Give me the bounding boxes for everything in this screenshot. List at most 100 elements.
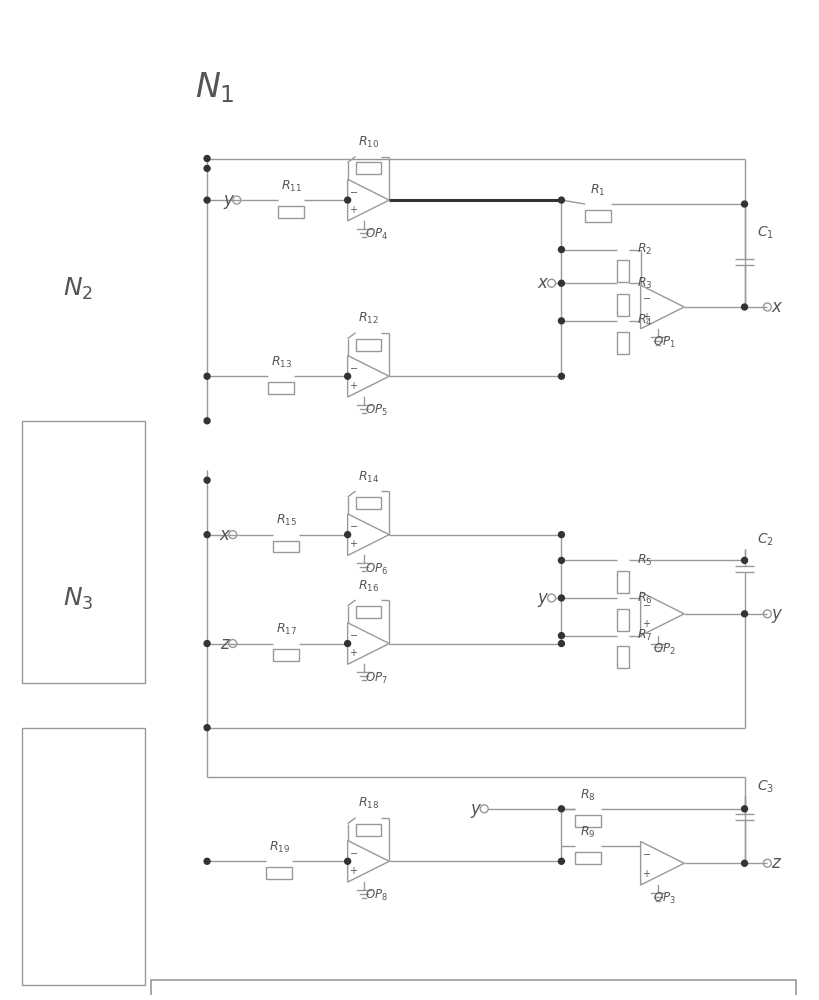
Bar (22, 421, 145, 683)
Text: x: x (219, 526, 229, 544)
Text: $R_{18}$: $R_{18}$ (358, 796, 379, 811)
Polygon shape (347, 179, 389, 221)
Bar (22, 728, 145, 985)
Circle shape (204, 532, 210, 538)
Text: $-$: $-$ (642, 848, 651, 858)
Text: $-$: $-$ (349, 362, 358, 372)
Bar (355, 497, 382, 509)
Circle shape (559, 557, 564, 563)
Text: x: x (771, 298, 781, 316)
Bar (151, 980, 796, 1000)
Circle shape (204, 156, 210, 161)
Circle shape (741, 860, 748, 866)
Circle shape (345, 641, 351, 646)
Text: $R_{10}$: $R_{10}$ (358, 135, 379, 150)
Bar (617, 294, 629, 316)
Text: z: z (771, 854, 780, 872)
Text: $R_2$: $R_2$ (636, 242, 652, 257)
Bar (269, 382, 294, 394)
Circle shape (559, 595, 564, 601)
Circle shape (204, 165, 210, 171)
Text: $R_1$: $R_1$ (590, 183, 606, 198)
Text: $R_{19}$: $R_{19}$ (269, 840, 290, 855)
Text: $OP_7$: $OP_7$ (365, 671, 387, 686)
Circle shape (741, 201, 748, 207)
Bar (617, 332, 629, 354)
Circle shape (204, 197, 210, 203)
Text: $R_8$: $R_8$ (581, 787, 596, 803)
Text: $N_3$: $N_3$ (63, 586, 93, 612)
Circle shape (559, 280, 564, 286)
Text: $R_{17}$: $R_{17}$ (276, 622, 296, 637)
Bar (617, 571, 629, 593)
Text: $-$: $-$ (349, 629, 358, 639)
Text: y: y (223, 191, 233, 209)
Text: $R_3$: $R_3$ (636, 276, 652, 291)
Circle shape (741, 806, 748, 812)
Circle shape (559, 197, 564, 203)
Bar (575, 852, 601, 864)
Circle shape (559, 247, 564, 253)
Text: $+$: $+$ (349, 647, 358, 658)
Circle shape (345, 532, 351, 538)
Text: $C_1$: $C_1$ (758, 225, 774, 241)
Text: $+$: $+$ (642, 868, 651, 879)
Circle shape (345, 858, 351, 864)
Bar (355, 339, 382, 351)
Text: $R_{12}$: $R_{12}$ (358, 311, 379, 326)
Text: $-$: $-$ (349, 847, 358, 857)
Polygon shape (640, 841, 684, 885)
Circle shape (204, 373, 210, 379)
Text: $N_1$: $N_1$ (195, 70, 235, 105)
Circle shape (559, 806, 564, 812)
Circle shape (559, 858, 564, 864)
Circle shape (204, 641, 210, 646)
Text: y: y (771, 605, 781, 623)
Text: $+$: $+$ (642, 618, 651, 629)
Text: z: z (220, 635, 229, 653)
Circle shape (345, 197, 351, 203)
Text: $OP_8$: $OP_8$ (364, 888, 388, 903)
Circle shape (559, 318, 564, 324)
Circle shape (204, 858, 210, 864)
Polygon shape (347, 840, 389, 882)
Text: $-$: $-$ (349, 186, 358, 196)
Bar (355, 824, 382, 836)
Text: $OP_5$: $OP_5$ (365, 403, 387, 418)
Text: $R_{15}$: $R_{15}$ (276, 513, 296, 528)
Text: $+$: $+$ (349, 204, 358, 215)
Bar (274, 649, 299, 661)
Text: $R_5$: $R_5$ (636, 553, 652, 568)
Text: $-$: $-$ (642, 292, 651, 302)
Bar (617, 609, 629, 631)
Circle shape (741, 557, 748, 563)
Circle shape (204, 477, 210, 483)
Circle shape (741, 304, 748, 310)
Bar (274, 541, 299, 552)
Text: $OP_3$: $OP_3$ (653, 891, 676, 906)
Text: $OP_4$: $OP_4$ (364, 227, 388, 242)
Text: $R_{11}$: $R_{11}$ (281, 179, 301, 194)
Text: $R_4$: $R_4$ (636, 313, 653, 328)
Text: $+$: $+$ (349, 538, 358, 549)
Polygon shape (640, 285, 684, 329)
Text: $R_{13}$: $R_{13}$ (271, 355, 292, 370)
Bar (278, 206, 304, 218)
Text: $N_2$: $N_2$ (63, 276, 93, 302)
Bar (575, 815, 601, 827)
Text: $OP_6$: $OP_6$ (364, 562, 388, 577)
Polygon shape (347, 514, 389, 555)
Text: $R_7$: $R_7$ (636, 628, 652, 643)
Bar (266, 867, 292, 879)
Polygon shape (640, 592, 684, 636)
Text: $C_2$: $C_2$ (758, 531, 774, 548)
Circle shape (559, 641, 564, 646)
Circle shape (204, 725, 210, 731)
Bar (355, 162, 382, 174)
Bar (617, 646, 629, 668)
Circle shape (741, 611, 748, 617)
Text: $+$: $+$ (642, 311, 651, 322)
Circle shape (559, 532, 564, 538)
Text: $C_3$: $C_3$ (758, 779, 775, 795)
Text: $R_{16}$: $R_{16}$ (358, 579, 379, 594)
